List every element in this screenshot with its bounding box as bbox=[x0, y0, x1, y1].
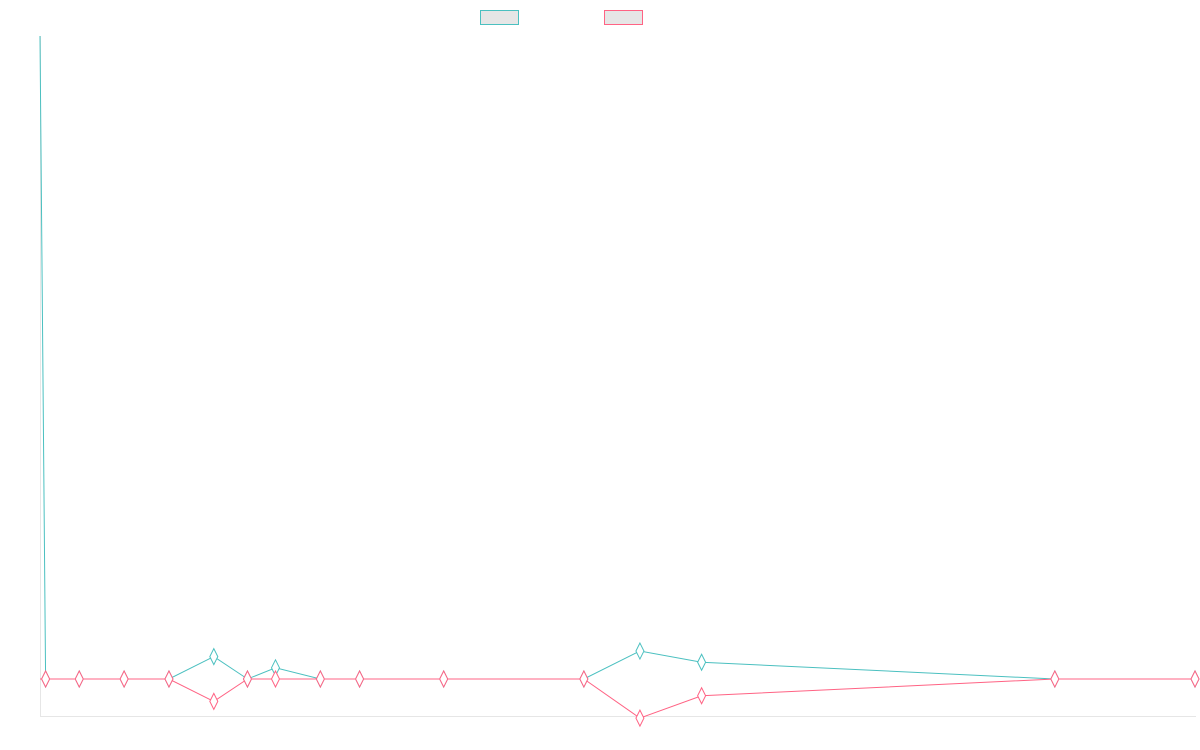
series-2-point[interactable] bbox=[355, 669, 365, 689]
series-2-point[interactable] bbox=[41, 669, 51, 689]
series-2-point[interactable] bbox=[1050, 669, 1060, 689]
series-2-line bbox=[40, 678, 1195, 719]
series-2-point[interactable] bbox=[439, 669, 449, 689]
series-2-point[interactable] bbox=[119, 669, 129, 689]
legend-swatch-series-2[interactable] bbox=[604, 10, 643, 25]
series-2-point[interactable] bbox=[74, 669, 84, 689]
series-2-point[interactable] bbox=[164, 669, 174, 689]
series-2-point[interactable] bbox=[242, 669, 253, 689]
series-2-point[interactable] bbox=[579, 669, 589, 689]
legend-swatch-series-1[interactable] bbox=[480, 10, 519, 25]
series-2-point[interactable] bbox=[315, 669, 325, 689]
series-1-point[interactable] bbox=[635, 641, 645, 661]
series-1-line bbox=[39, 35, 1195, 680]
series-2-point[interactable] bbox=[270, 669, 281, 689]
series-2-point[interactable] bbox=[697, 686, 707, 705]
series-2-point[interactable] bbox=[209, 692, 219, 711]
series-2-point[interactable] bbox=[635, 709, 645, 728]
series-1-point[interactable] bbox=[697, 653, 707, 672]
series-2-point[interactable] bbox=[1190, 669, 1200, 689]
series-1-point[interactable] bbox=[209, 647, 219, 666]
